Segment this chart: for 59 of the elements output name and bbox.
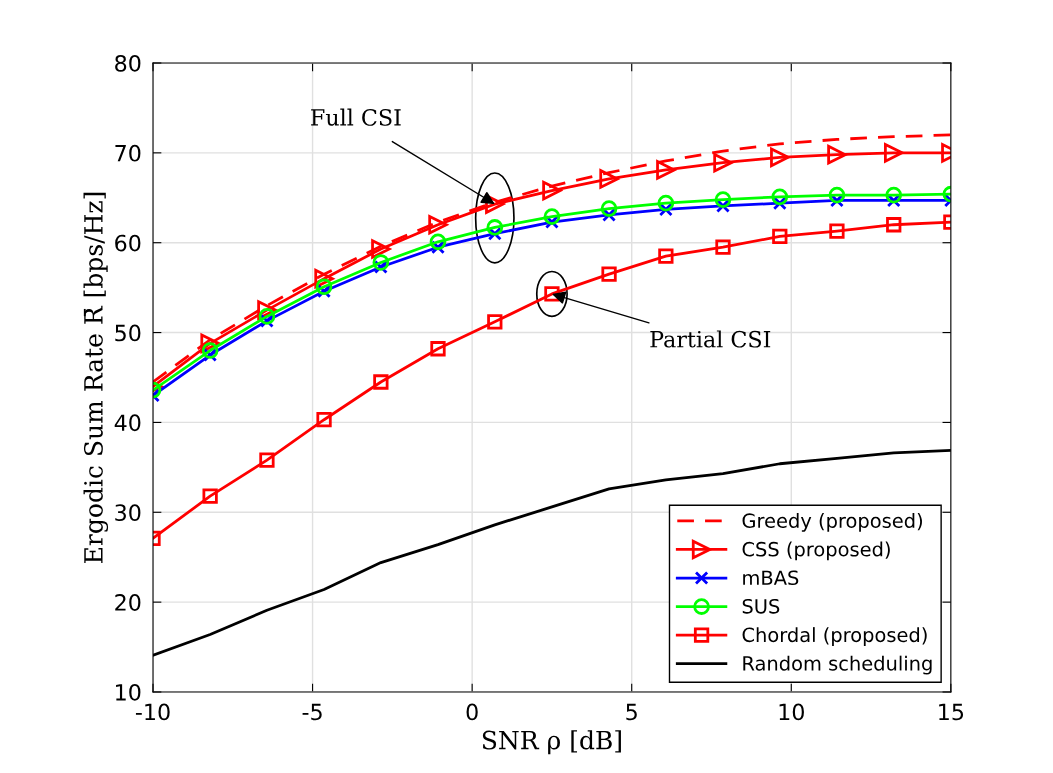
x-tick-label: 10: [779, 703, 804, 721]
point: [827, 144, 847, 165]
point: [485, 194, 505, 214]
y-tick-label: 10: [116, 683, 141, 701]
y-tick-label: 20: [115, 594, 141, 611]
point: [316, 412, 332, 428]
x-tick-label: 5: [626, 703, 637, 721]
point: [829, 223, 845, 239]
point: [430, 341, 446, 357]
x-tick-label: -5: [302, 703, 322, 721]
annotation: Full CSI: [311, 108, 401, 126]
legend-label: CSS (proposed): [742, 541, 890, 561]
point: [543, 208, 561, 225]
point: [372, 254, 390, 271]
point: [886, 217, 902, 233]
x-axis-title: SNR ρ [dB]: [482, 730, 621, 755]
point: [828, 186, 846, 204]
point: [771, 188, 789, 206]
y-axis-title: Ergodic Sum Rate R̄ [bps/Hz]: [83, 192, 109, 563]
point: [371, 239, 391, 259]
point: [373, 374, 389, 390]
point: [772, 228, 788, 245]
point: [201, 342, 219, 359]
point: [202, 488, 218, 504]
x-tick-label: -10: [135, 703, 170, 721]
y-tick-label: 40: [114, 414, 141, 432]
point: [315, 278, 333, 296]
annotation: Partial CSI: [650, 330, 771, 348]
point: [429, 233, 447, 251]
point: [258, 308, 276, 325]
point: [715, 239, 731, 255]
point: [658, 248, 674, 264]
point: [656, 160, 676, 180]
point: [770, 147, 790, 168]
point: [428, 215, 448, 235]
point: [884, 143, 904, 163]
point: [600, 200, 618, 217]
legend-label: Greedy (proposed): [742, 512, 922, 532]
point: [542, 180, 562, 201]
x-tick-label: 15: [939, 703, 964, 721]
y-tick-label: 70: [115, 144, 141, 162]
y-tick-label: 60: [115, 234, 141, 252]
point: [599, 169, 619, 189]
x-tick-label: 0: [466, 703, 478, 721]
y-tick-label: 80: [115, 54, 141, 72]
point: [487, 314, 503, 330]
legend-label: Random scheduling: [743, 655, 932, 675]
point: [885, 186, 903, 204]
point: [486, 219, 504, 236]
point: [601, 266, 617, 282]
y-tick-label: 50: [115, 324, 141, 342]
legend-label: SUS: [742, 598, 780, 614]
point: [259, 452, 275, 468]
point: [713, 153, 733, 173]
point: [657, 194, 675, 212]
y-tick-label: 30: [115, 504, 141, 522]
point: [714, 191, 732, 208]
legend-label: Chordal (proposed): [742, 627, 927, 646]
legend-label: mBAS: [743, 570, 799, 586]
